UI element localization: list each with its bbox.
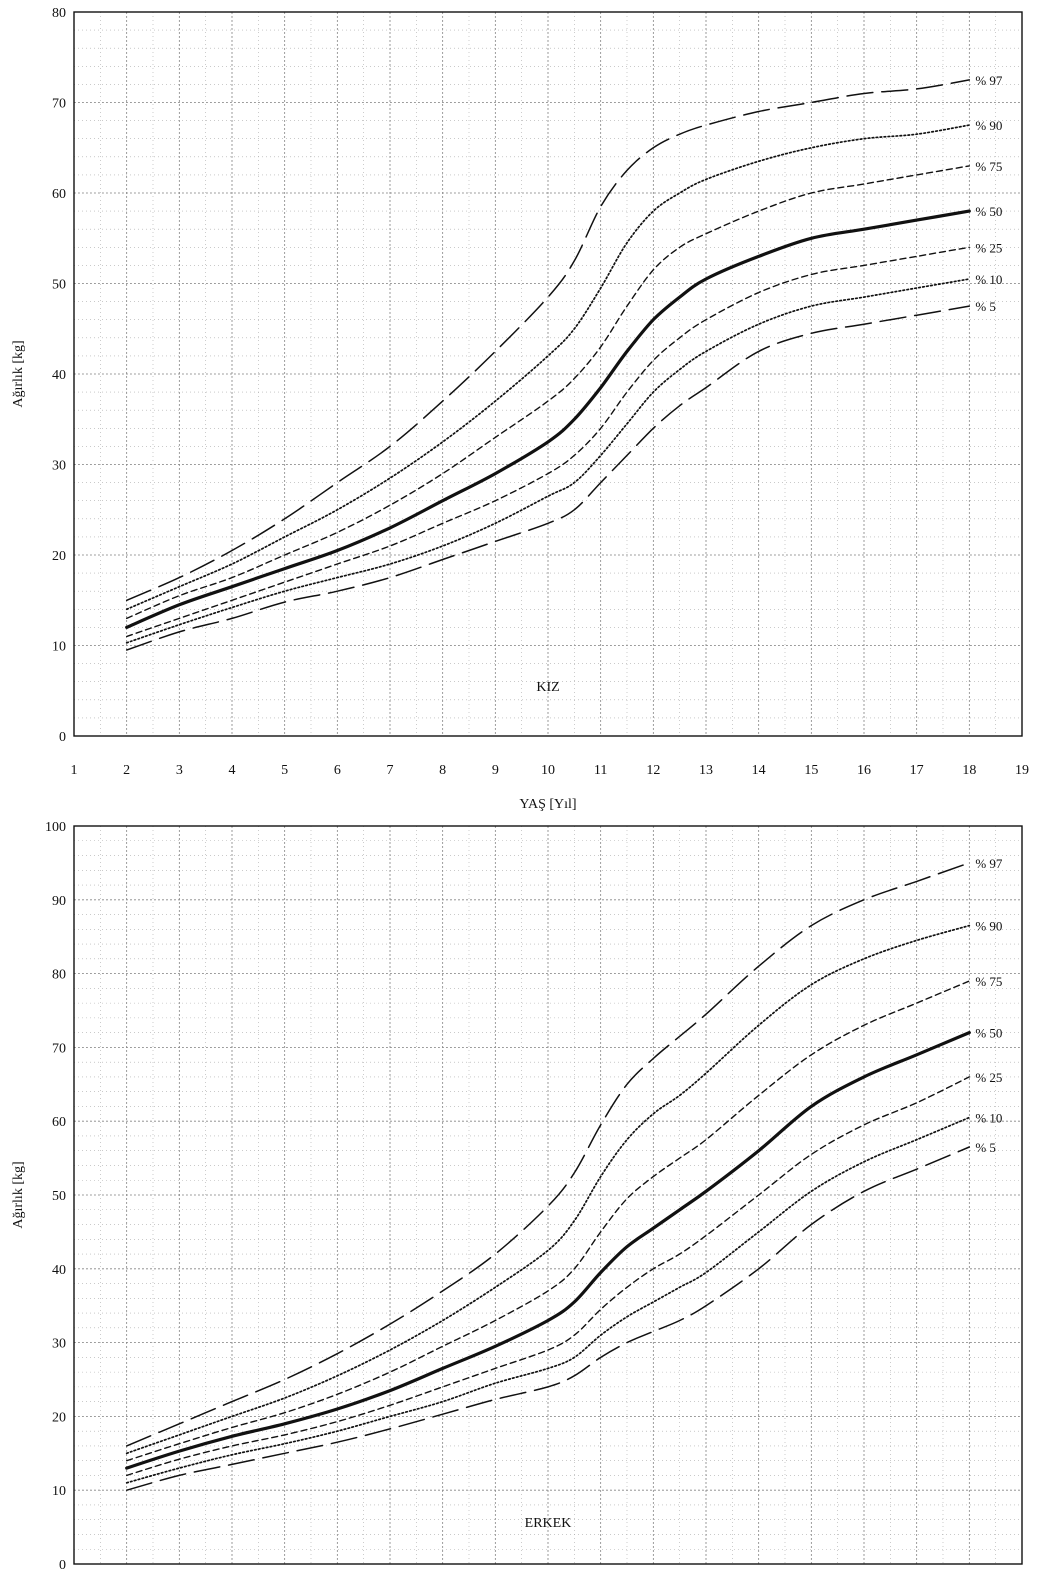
y-tick-label: 60 xyxy=(52,1115,66,1130)
series-label: % 50 xyxy=(975,204,1002,219)
x-tick-label: 3 xyxy=(176,763,183,778)
y-tick-label: 10 xyxy=(52,640,66,655)
x-tick-label: 8 xyxy=(439,763,446,778)
x-tick-label: 11 xyxy=(594,763,607,778)
y-tick-label: 40 xyxy=(52,368,66,383)
series-label: % 90 xyxy=(975,118,1002,133)
series-label: % 5 xyxy=(975,1140,996,1155)
plot-area xyxy=(73,825,1023,1565)
x-tick-label: 9 xyxy=(492,763,499,778)
y-axis-title: Ağırlık [kg] xyxy=(11,1161,26,1228)
series-line xyxy=(126,165,970,620)
x-tick-label: 5 xyxy=(281,763,288,778)
x-tick-label: 6 xyxy=(334,763,341,778)
chart-erkek-svg: 0 10 20 30 40 50 60 70 80 90 100 Ağırlık [kg] ERKEK%… xyxy=(11,820,1023,1573)
y-tick-label: 50 xyxy=(52,1189,66,1204)
panel-label: ERKEK xyxy=(525,1516,572,1531)
x-tick-label: 7 xyxy=(387,763,394,778)
series-line xyxy=(125,79,971,602)
series-label: % 50 xyxy=(975,1026,1002,1041)
x-tick-label: 1 xyxy=(71,763,78,778)
plot-frame xyxy=(73,11,1023,737)
y-tick-label: 10 xyxy=(52,1484,66,1499)
series-group: % 97 % 90 % 75 % 50 % 25 % 10 % 5 xyxy=(125,73,1003,651)
y-tick-label: 50 xyxy=(52,278,66,293)
y-tick-label: 0 xyxy=(59,1558,66,1573)
y-tick-label: 20 xyxy=(52,549,66,564)
x-tick-label: 12 xyxy=(646,763,660,778)
y-tick-label: 60 xyxy=(52,187,66,202)
x-tick-label: 10 xyxy=(541,763,555,778)
y-tick-label: 100 xyxy=(45,820,66,835)
series-line xyxy=(126,246,970,638)
chart-erkek: 0 10 20 30 40 50 60 70 80 90 100 Ağırlık [kg] ERKEK%… xyxy=(0,820,1051,1596)
series-label: % 75 xyxy=(975,974,1002,989)
x-tick-label: 14 xyxy=(752,763,766,778)
y-tick-label: 0 xyxy=(59,730,66,745)
series-label: % 5 xyxy=(975,299,996,314)
major-grid xyxy=(73,11,1023,737)
x-tick-label: 15 xyxy=(804,763,818,778)
y-tick-label: 30 xyxy=(52,1337,66,1352)
y-axis-title: Ağırlık [kg] xyxy=(11,340,26,407)
y-tick-label: 70 xyxy=(52,97,66,112)
x-tick-label: 19 xyxy=(1015,763,1029,778)
series-group: % 97 % 90 % 75 % 50 % 25 % 10 % 5 xyxy=(125,856,1003,1491)
series-label: % 10 xyxy=(975,272,1002,287)
x-tick-label: 18 xyxy=(962,763,976,778)
series-label: % 97 xyxy=(975,73,1003,88)
series-label: % 90 xyxy=(975,919,1002,934)
y-tick-label: 80 xyxy=(52,6,66,21)
x-tick-labels: 1 2 3 4 5 6 7 8 9 10 11 12 13 14 15 16 17 18 19 xyxy=(71,763,1030,778)
x-tick-label: 17 xyxy=(910,763,924,778)
major-grid xyxy=(73,825,1023,1565)
series-line xyxy=(125,1116,971,1484)
y-tick-label: 20 xyxy=(52,1410,66,1425)
series-line xyxy=(125,305,971,651)
panel-label: KIZ xyxy=(536,680,559,695)
y-tick-labels: 0 10 20 30 40 50 60 70 80 xyxy=(52,6,66,745)
series-label: % 10 xyxy=(975,1111,1002,1126)
series-label: % 25 xyxy=(975,240,1002,255)
y-tick-label: 40 xyxy=(52,1263,66,1278)
series-line xyxy=(125,1031,971,1470)
x-tick-label: 13 xyxy=(699,763,713,778)
x-tick-label: 16 xyxy=(857,763,871,778)
y-tick-label: 90 xyxy=(52,894,66,909)
series-line xyxy=(125,924,971,1455)
series-line xyxy=(125,1146,971,1491)
series-line xyxy=(126,1076,970,1477)
y-tick-labels: 0 10 20 30 40 50 60 70 80 90 100 xyxy=(45,820,66,1573)
series-label: % 97 xyxy=(975,856,1003,871)
chart-kiz: 0 10 20 30 40 50 60 70 80 1 2 3 4 5 6 7 8 9 10 11 12 13 14 15 16… xyxy=(11,6,1030,812)
series-line xyxy=(126,980,970,1462)
series-line xyxy=(125,124,971,611)
x-tick-label: 2 xyxy=(123,763,130,778)
series-label: % 25 xyxy=(975,1070,1002,1085)
y-tick-label: 80 xyxy=(52,968,66,983)
x-tick-label: 4 xyxy=(229,763,236,778)
plot-area xyxy=(73,11,1023,737)
series-line xyxy=(125,209,971,629)
y-tick-label: 30 xyxy=(52,459,66,474)
series-line xyxy=(125,862,971,1447)
x-axis-title: YAŞ [Yıl] xyxy=(519,797,576,812)
plot-frame xyxy=(73,825,1023,1565)
y-tick-label: 70 xyxy=(52,1041,66,1056)
series-line xyxy=(125,278,971,644)
series-label: % 75 xyxy=(975,159,1002,174)
